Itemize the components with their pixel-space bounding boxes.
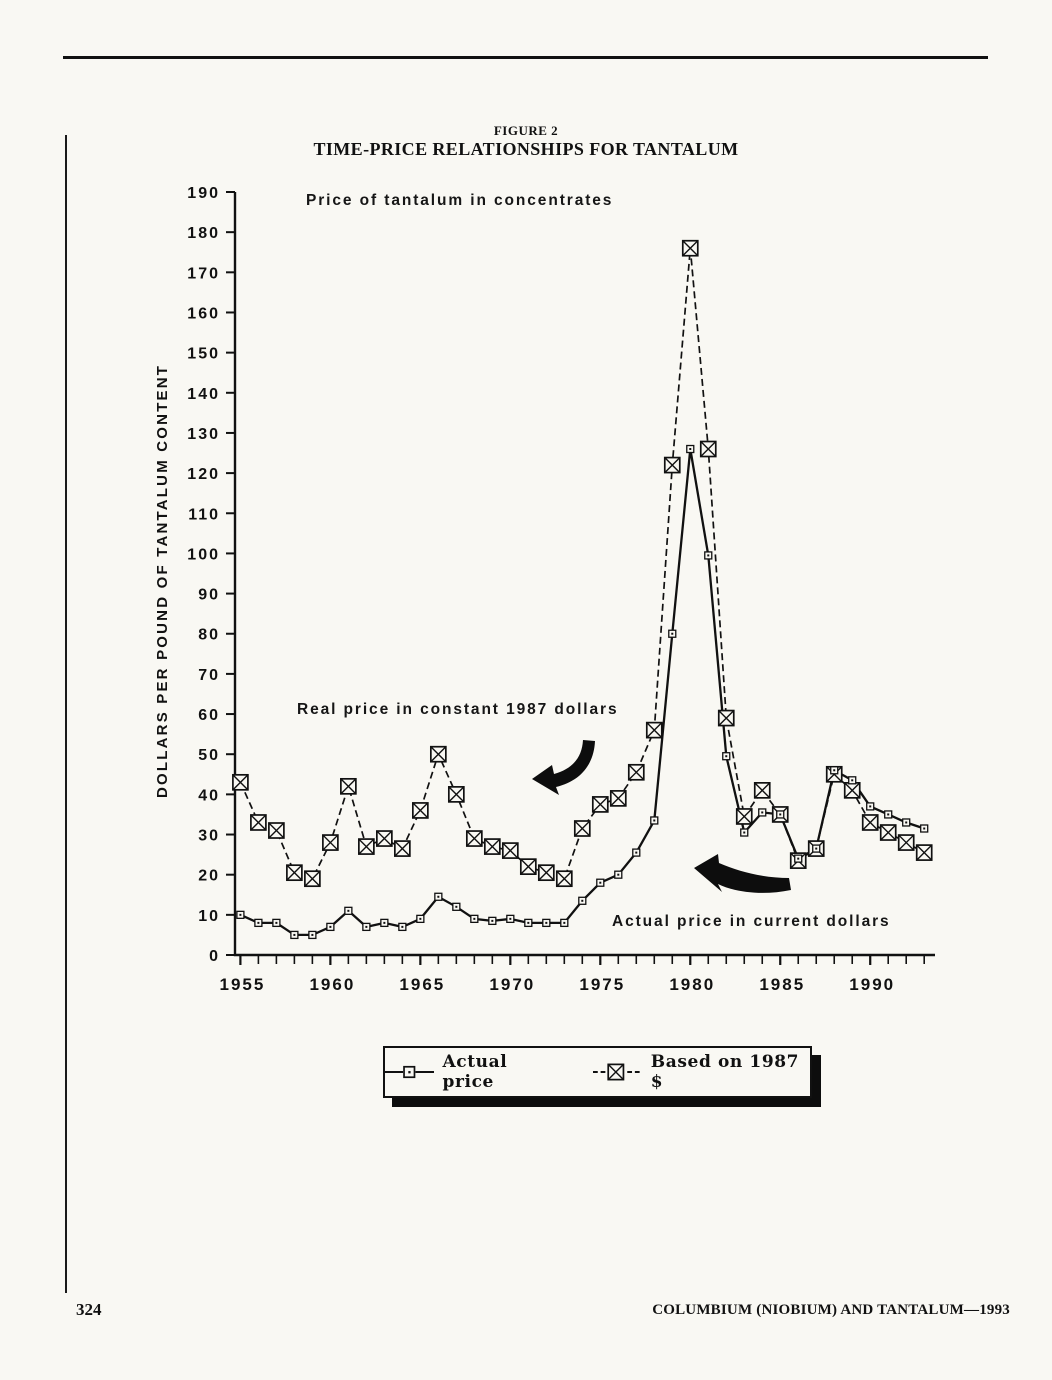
series-actual-markers: [236, 444, 929, 940]
chart-legend: Actual price Based on 1987 $: [383, 1046, 812, 1098]
svg-text:1985: 1985: [759, 975, 805, 994]
svg-text:90: 90: [198, 587, 220, 604]
svg-text:130: 130: [187, 426, 220, 443]
legend-actual-label: Actual price: [442, 1052, 508, 1092]
figure-title: TIME-PRICE RELATIONSHIPS FOR TANTALUM: [313, 139, 739, 159]
svg-text:120: 120: [187, 466, 220, 483]
svg-text:140: 140: [187, 386, 220, 403]
svg-text:60: 60: [198, 707, 220, 724]
svg-text:150: 150: [187, 346, 220, 363]
svg-text:190: 190: [187, 185, 220, 202]
tantalum-price-chart: 0 10 20 30 40 50 60 70 80 90 100 110 120 130 140 150 160…: [140, 180, 970, 1020]
y-axis-ticks: 0 10 20 30 40 50 60 70 80 90 100 110 120 130 140 150 160…: [187, 185, 235, 965]
y-axis-label: DOLLARS PER POUND OF TANTALUM CONTENT: [154, 363, 171, 799]
top-rule: [63, 56, 988, 59]
left-margin-rule: [65, 135, 67, 1293]
svg-text:100: 100: [187, 546, 220, 563]
svg-text:50: 50: [198, 747, 220, 764]
based-1987-marker-icon: [593, 1063, 643, 1081]
curved-arrow-real-price-icon: [532, 740, 595, 795]
running-footer: COLUMBIUM (NIOBIUM) AND TANTALUM—1993: [652, 1302, 1010, 1318]
svg-text:0: 0: [209, 948, 220, 965]
annotation-price-heading: Price of tantalum in concentrates: [306, 192, 614, 209]
axes: [233, 192, 935, 957]
svg-text:180: 180: [187, 225, 220, 242]
curved-arrow-actual-price-icon: [694, 854, 791, 893]
legend-entry-actual: Actual price: [385, 1052, 559, 1092]
svg-text:40: 40: [198, 787, 220, 804]
svg-text:10: 10: [198, 908, 220, 925]
series-real-markers: [232, 239, 933, 888]
svg-text:170: 170: [187, 265, 220, 282]
page-number: 324: [76, 1300, 102, 1319]
svg-text:1955: 1955: [219, 975, 265, 994]
legend-entry-based-1987: Based on 1987 $: [593, 1052, 810, 1092]
svg-text:30: 30: [198, 828, 220, 845]
svg-text:80: 80: [198, 627, 220, 644]
svg-text:1965: 1965: [399, 975, 445, 994]
svg-text:110: 110: [188, 506, 220, 523]
figure-label: FIGURE 2: [493, 123, 559, 138]
legend-based-label: Based on 1987 $: [650, 1052, 800, 1092]
svg-text:1990: 1990: [849, 975, 895, 994]
chart-canvas: 0 10 20 30 40 50 60 70 80 90 100 110 120 130 140 150 160…: [187, 185, 935, 994]
svg-text:20: 20: [198, 868, 220, 885]
annotation-real-price: Real price in constant 1987 dollars: [297, 701, 619, 718]
svg-text:1980: 1980: [669, 975, 715, 994]
svg-text:1975: 1975: [579, 975, 625, 994]
svg-text:1960: 1960: [309, 975, 355, 994]
svg-text:1970: 1970: [489, 975, 535, 994]
svg-text:70: 70: [198, 667, 220, 684]
annotation-actual-price: Actual price in current dollars: [612, 913, 891, 930]
svg-text:160: 160: [187, 305, 220, 322]
actual-price-marker-icon: [385, 1065, 435, 1079]
x-axis-ticks: 1955 1960 1965 1970 1975 1980 1985 1990: [219, 955, 926, 994]
